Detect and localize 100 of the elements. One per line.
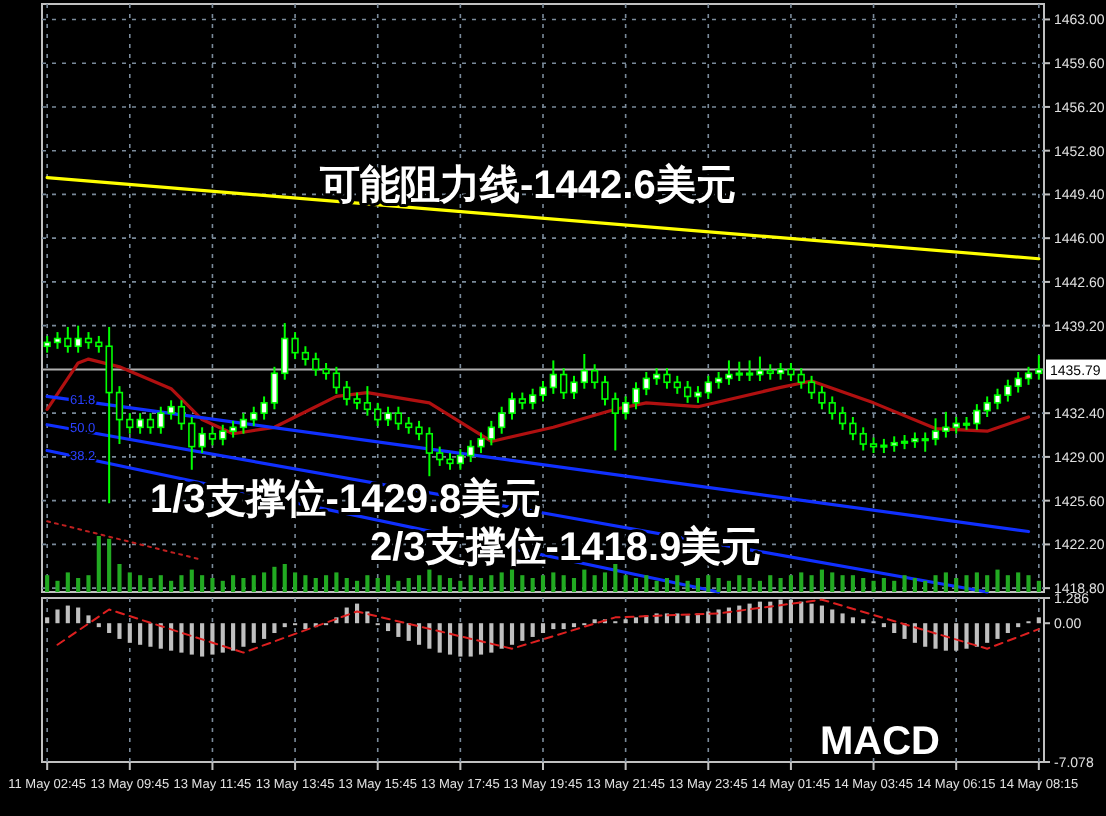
bar [107, 623, 112, 634]
bar [1016, 572, 1021, 592]
bar [509, 623, 515, 645]
bar [830, 572, 835, 592]
bar [117, 564, 122, 592]
bar [55, 580, 60, 592]
bar [313, 578, 318, 592]
bar [654, 580, 659, 592]
bar [396, 623, 401, 637]
bar [892, 580, 897, 592]
bar [458, 580, 463, 592]
bar [200, 575, 205, 592]
bar [768, 575, 773, 592]
bar [540, 575, 546, 592]
bar [933, 623, 938, 649]
bar [943, 623, 948, 651]
annotation: MACD [820, 720, 940, 764]
bar [138, 623, 143, 645]
bar [819, 569, 824, 592]
bar [809, 603, 814, 624]
bar [561, 575, 566, 592]
bar [551, 572, 556, 592]
bar [613, 564, 618, 592]
bar [272, 623, 277, 634]
bar [344, 578, 349, 592]
bar [706, 611, 711, 624]
bar [819, 605, 824, 624]
line-series [56, 598, 1040, 654]
bar [850, 617, 855, 624]
bar [231, 623, 236, 651]
bar [1026, 575, 1031, 592]
bar [396, 580, 401, 592]
bar [985, 623, 990, 643]
bar [974, 623, 979, 647]
bar [427, 569, 432, 592]
bar [675, 575, 680, 592]
bar [489, 575, 494, 592]
bar [571, 578, 577, 592]
bar [623, 575, 628, 592]
bar [210, 578, 215, 592]
bar [923, 580, 928, 592]
bar [334, 572, 339, 592]
bar [871, 580, 876, 592]
bar [881, 578, 886, 592]
bar [489, 623, 494, 653]
bar [447, 623, 453, 655]
bar [458, 623, 463, 657]
bar [850, 575, 855, 592]
bar [468, 575, 473, 592]
bar [809, 575, 814, 592]
bar [76, 607, 81, 624]
bar [365, 611, 370, 624]
bar [179, 575, 184, 592]
bar [220, 580, 225, 592]
bar [138, 575, 143, 592]
bar [262, 623, 267, 639]
bar [633, 617, 639, 624]
bar [437, 623, 442, 653]
bar [633, 578, 639, 592]
bar [427, 623, 432, 649]
bar [416, 623, 422, 645]
bar [499, 623, 504, 649]
bar [954, 623, 959, 651]
bar [664, 578, 670, 592]
bar [385, 575, 391, 592]
bar [447, 578, 453, 592]
bar [551, 623, 556, 630]
bar [127, 572, 132, 592]
bar [520, 623, 525, 641]
bar [757, 580, 762, 592]
bar [861, 578, 866, 592]
bar [86, 575, 91, 592]
bar [706, 575, 711, 592]
bar [520, 575, 525, 592]
bar [169, 580, 174, 592]
bar [86, 615, 91, 624]
bar [499, 572, 504, 592]
bar [241, 623, 246, 647]
bar [96, 536, 101, 592]
bar [716, 609, 721, 624]
bar [716, 578, 721, 592]
bar [840, 575, 845, 592]
bar [892, 623, 897, 634]
bar [530, 623, 535, 637]
bar [530, 578, 535, 592]
bar [830, 609, 835, 624]
bar [148, 578, 153, 592]
bar [107, 538, 112, 592]
bar [220, 623, 225, 653]
bar [375, 578, 380, 592]
bar [251, 623, 256, 643]
bar [675, 613, 680, 624]
bar [262, 572, 267, 592]
bar [179, 623, 184, 653]
bar [778, 578, 783, 592]
bar [45, 575, 50, 592]
bar [189, 569, 194, 592]
bar [251, 575, 256, 592]
bar [293, 572, 298, 592]
bar [685, 580, 690, 592]
